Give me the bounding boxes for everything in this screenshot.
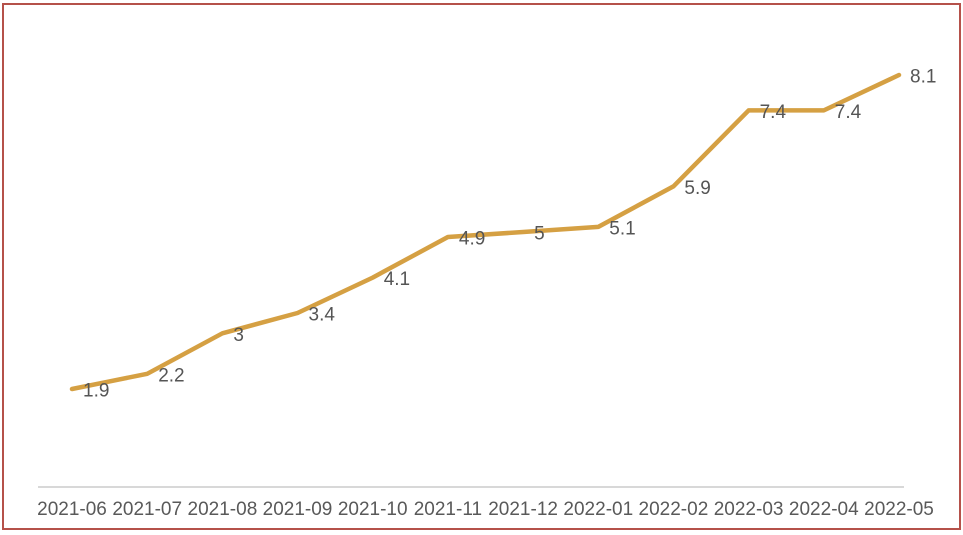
x-axis-label: 2021-08 xyxy=(188,499,258,520)
x-axis-label: 2022-05 xyxy=(864,499,934,520)
data-point-label: 3 xyxy=(233,325,244,346)
x-axis-label: 2021-09 xyxy=(263,499,333,520)
data-point-label: 5.9 xyxy=(684,178,710,199)
x-axis-label: 2021-10 xyxy=(338,499,408,520)
data-point-label: 5.1 xyxy=(609,218,635,239)
data-point-label: 2.2 xyxy=(158,365,184,386)
data-point-label: 1.9 xyxy=(83,381,109,402)
data-point-label: 5 xyxy=(534,224,545,245)
line-series[interactable] xyxy=(69,72,902,392)
x-axis-label: 2021-06 xyxy=(37,499,107,520)
data-point-label: 4.9 xyxy=(459,229,485,250)
data-point-label: 7.4 xyxy=(760,102,787,123)
x-axis-label: 2021-07 xyxy=(112,499,182,520)
x-axis-label: 2021-12 xyxy=(488,499,558,520)
data-point-label: 7.4 xyxy=(835,102,862,123)
x-axis-label: 2021-11 xyxy=(414,499,482,520)
x-axis-label: 2022-03 xyxy=(714,499,784,520)
data-point-label: 8.1 xyxy=(910,67,936,88)
x-axis-label: 2022-01 xyxy=(563,499,633,520)
x-axis-label: 2022-02 xyxy=(639,499,709,520)
data-point-label: 4.1 xyxy=(384,269,410,290)
x-axis-label: 2022-04 xyxy=(789,499,859,520)
data-point-label: 3.4 xyxy=(309,305,336,326)
